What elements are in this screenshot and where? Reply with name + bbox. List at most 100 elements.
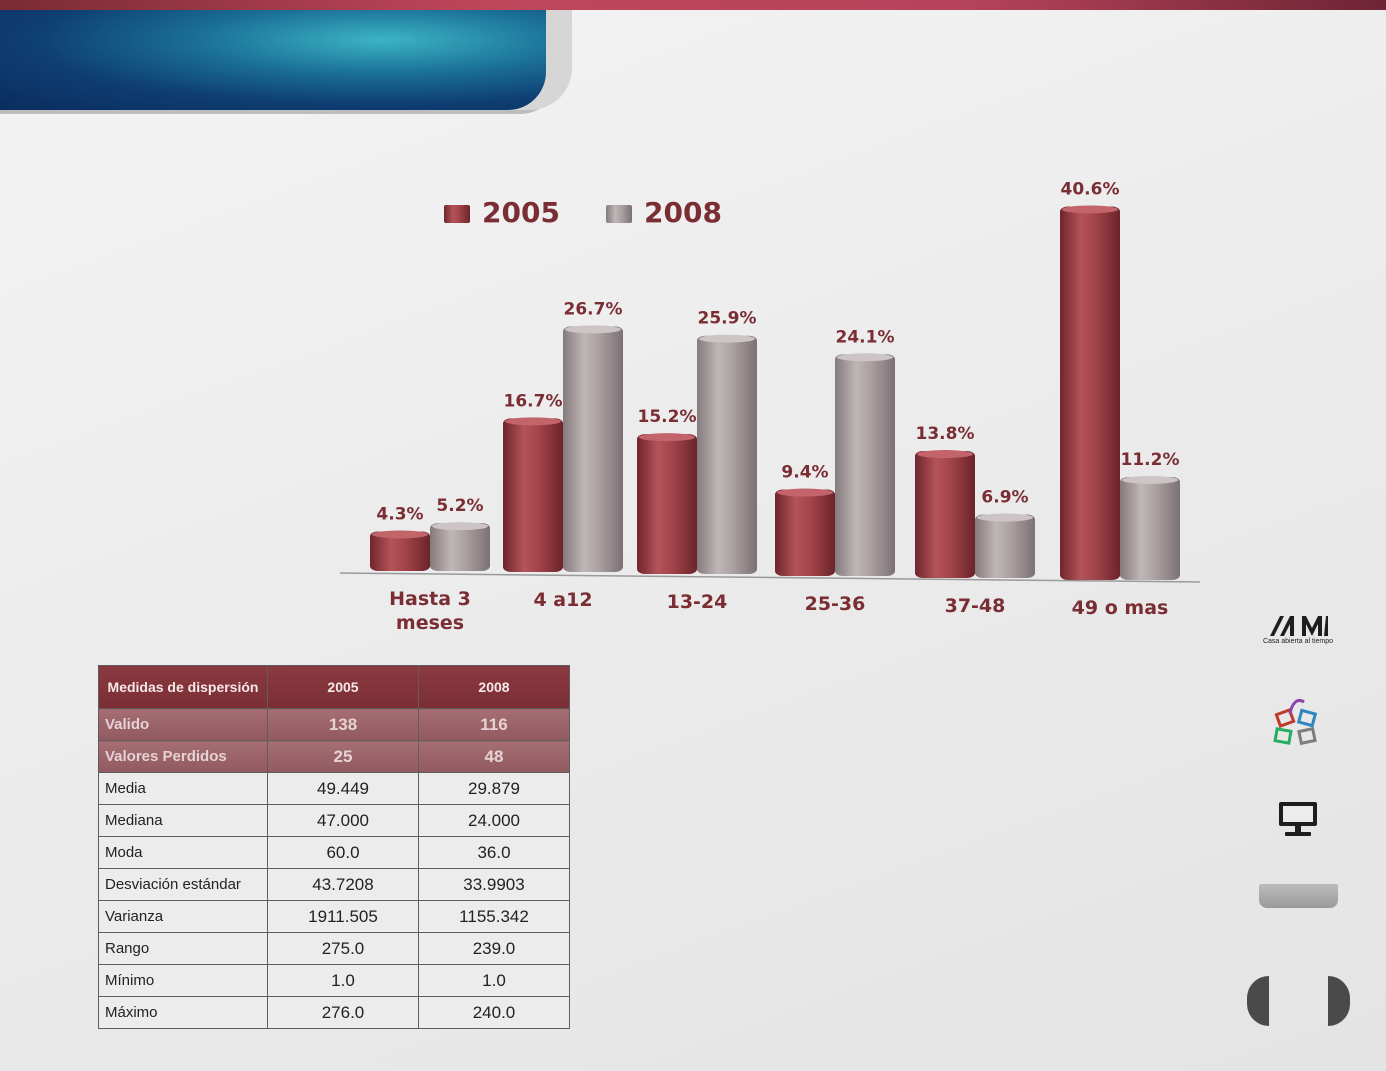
data-label-2005-1: 16.7% (504, 391, 563, 411)
data-label-2008-1: 26.7% (564, 299, 623, 319)
table-row: Mediana 47.000 24.000 (98, 804, 570, 837)
table-header-row: Medidas de dispersión 2005 2008 (98, 665, 570, 709)
row-label: Rango (98, 932, 268, 965)
value-2008: 1155.342 (418, 900, 570, 933)
value-2008: 116 (418, 708, 570, 741)
bars-layer: 4.3% 5.2% Hasta 3 meses 16.7% 26.7% 4 a12 15.2%… (370, 179, 1180, 634)
bar-2005-3 (775, 489, 835, 576)
category-label-4: 37-48 (945, 595, 1006, 617)
bar-2008-4 (975, 514, 1035, 578)
bar-top-2008-1 (565, 325, 621, 334)
dispersion-table: Medidas de dispersión 2005 2008 Valido 13… (98, 665, 570, 1029)
bar-2008-5 (1120, 476, 1180, 580)
table-row: Moda 60.0 36.0 (98, 836, 570, 869)
row-label: Varianza (98, 900, 268, 933)
row-label: Mediana (98, 804, 268, 837)
title-band (0, 10, 546, 110)
monitor-icon[interactable] (1277, 800, 1319, 838)
table-row: Media 49.449 29.879 (98, 772, 570, 805)
side-tab-button[interactable] (1259, 884, 1338, 908)
table-row: Valido 138 116 (98, 708, 570, 741)
value-2008: 1.0 (418, 964, 570, 997)
bar-top-2005-5 (1062, 205, 1118, 214)
legend-label-2008: 2008 (644, 196, 722, 229)
value-2005: 276.0 (267, 996, 419, 1029)
table-row: Varianza 1911.505 1155.342 (98, 900, 570, 933)
header-2008: 2008 (418, 665, 570, 709)
category-label-3: 25-36 (805, 593, 866, 615)
table-row: Valores Perdidos 25 48 (98, 740, 570, 773)
row-label: Valido (98, 708, 268, 741)
next-icon[interactable] (1328, 976, 1350, 1026)
bar-2008-2 (697, 335, 757, 574)
bar-2005-2 (637, 434, 697, 574)
bar-2005-1 (503, 418, 563, 572)
value-2005: 47.000 (267, 804, 419, 837)
table-body: Valido 138 116 Valores Perdidos 25 48 Media 49.… (98, 708, 570, 1029)
value-2005: 43.7208 (267, 868, 419, 901)
header-measures: Medidas de dispersión (98, 665, 268, 709)
bar-2008-0 (430, 523, 490, 571)
legend-swatch-2005 (444, 205, 470, 223)
data-label-2008-2: 25.9% (698, 309, 757, 329)
value-2008: 239.0 (418, 932, 570, 965)
value-2008: 24.000 (418, 804, 570, 837)
data-label-2008-3: 24.1% (836, 327, 895, 347)
row-label: Moda (98, 836, 268, 869)
data-label-2005-4: 13.8% (916, 424, 975, 444)
legend-swatch-2008 (606, 205, 632, 223)
value-2005: 275.0 (267, 932, 419, 965)
bar-2008-3 (835, 354, 895, 576)
bar-2005-0 (370, 531, 430, 571)
value-2005: 49.449 (267, 772, 419, 805)
bar-top-2005-4 (917, 450, 973, 459)
data-label-2005-2: 15.2% (638, 407, 697, 427)
top-accent-strip (0, 0, 1386, 10)
building-blocks-icon (1273, 699, 1318, 746)
data-label-2008-0: 5.2% (436, 496, 483, 516)
header-2005: 2005 (267, 665, 419, 709)
data-label-2005-0: 4.3% (376, 504, 423, 524)
logo-caption: Casa abierta al tiempo (1262, 638, 1334, 645)
value-2005: 25 (267, 740, 419, 773)
row-label: Desviación estándar (98, 868, 268, 901)
row-label: Máximo (98, 996, 268, 1029)
row-label: Valores Perdidos (98, 740, 268, 773)
bar-top-2008-3 (837, 353, 893, 362)
bar-2005-5 (1060, 206, 1120, 581)
data-label-2008-4: 6.9% (981, 488, 1028, 508)
value-2005: 1911.505 (267, 900, 419, 933)
bar-top-2005-3 (777, 488, 833, 497)
legend-label-2005: 2005 (482, 196, 560, 229)
category-label-5: 49 o mas (1072, 597, 1169, 619)
legend: 2005 2008 (444, 196, 722, 229)
table-row: Mínimo 1.0 1.0 (98, 964, 570, 997)
bar-top-2008-2 (699, 334, 755, 343)
value-2008: 48 (418, 740, 570, 773)
value-2008: 33.9903 (418, 868, 570, 901)
value-2008: 36.0 (418, 836, 570, 869)
value-2008: 240.0 (418, 996, 570, 1029)
data-label-2008-5: 11.2% (1121, 450, 1180, 470)
table-row: Rango 275.0 239.0 (98, 932, 570, 965)
bar-top-2008-5 (1122, 475, 1178, 484)
uam-logo-icon (1270, 616, 1328, 636)
value-2005: 138 (267, 708, 419, 741)
category-label-0: Hasta 3 meses (389, 588, 471, 634)
bar-top-2008-4 (977, 513, 1033, 522)
bar-2008-1 (563, 326, 623, 572)
bar-chart: 4.3% 5.2% Hasta 3 meses 16.7% 26.7% 4 a12 15.2%… (339, 179, 1201, 634)
data-label-2005-5: 40.6% (1061, 179, 1120, 199)
table-row: Desviación estándar 43.7208 33.9903 (98, 868, 570, 901)
category-label-1: 4 a12 (533, 589, 592, 611)
row-label: Media (98, 772, 268, 805)
data-label-2005-3: 9.4% (781, 463, 828, 483)
bar-top-2008-0 (432, 522, 488, 531)
row-label: Mínimo (98, 964, 268, 997)
value-2005: 60.0 (267, 836, 419, 869)
bar-top-2005-0 (372, 530, 428, 539)
bar-2005-4 (915, 451, 975, 578)
value-2005: 1.0 (267, 964, 419, 997)
bar-top-2005-1 (505, 417, 561, 426)
prev-icon[interactable] (1247, 976, 1269, 1026)
